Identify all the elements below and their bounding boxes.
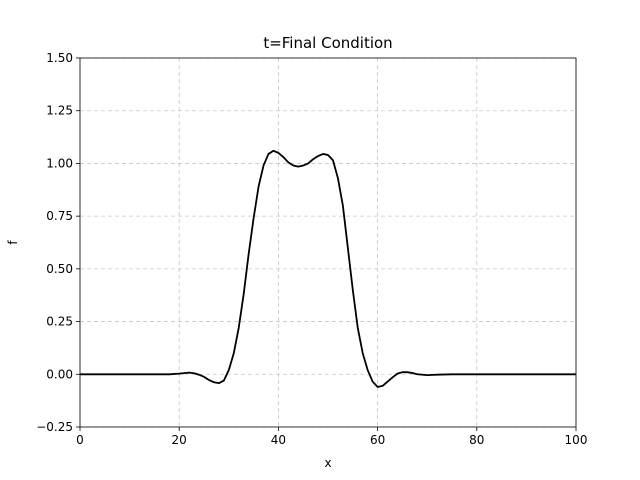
y-tick-label: 1.00 bbox=[46, 156, 73, 170]
y-tick-label: 0.00 bbox=[46, 367, 73, 381]
y-tick-label: 0.25 bbox=[46, 315, 73, 329]
chart-title: t=Final Condition bbox=[263, 34, 392, 52]
x-tick-label: 80 bbox=[469, 433, 484, 447]
series-layer bbox=[80, 149, 576, 388]
y-tick-label: 0.50 bbox=[46, 262, 73, 276]
ticks: 0 20 40 60 80 100 −0.25 0.00 0.25 0.50 0.75 1.00 1.2… bbox=[36, 51, 587, 447]
x-tick-label: 60 bbox=[370, 433, 385, 447]
x-axis-label: x bbox=[324, 456, 331, 470]
y-tick-label: 0.75 bbox=[46, 209, 73, 223]
grid bbox=[79, 57, 577, 428]
plot-frame bbox=[79, 57, 577, 428]
y-tick-label: 1.50 bbox=[46, 51, 73, 65]
y-tick-label: 1.25 bbox=[46, 104, 73, 118]
x-tick-label: 20 bbox=[172, 433, 187, 447]
y-tick-label: −0.25 bbox=[36, 420, 73, 434]
x-tick-label: 100 bbox=[565, 433, 588, 447]
x-tick-label: 0 bbox=[76, 433, 84, 447]
y-axis-label: f bbox=[6, 240, 20, 245]
x-tick-label: 40 bbox=[271, 433, 286, 447]
series-line-0 bbox=[80, 149, 576, 388]
